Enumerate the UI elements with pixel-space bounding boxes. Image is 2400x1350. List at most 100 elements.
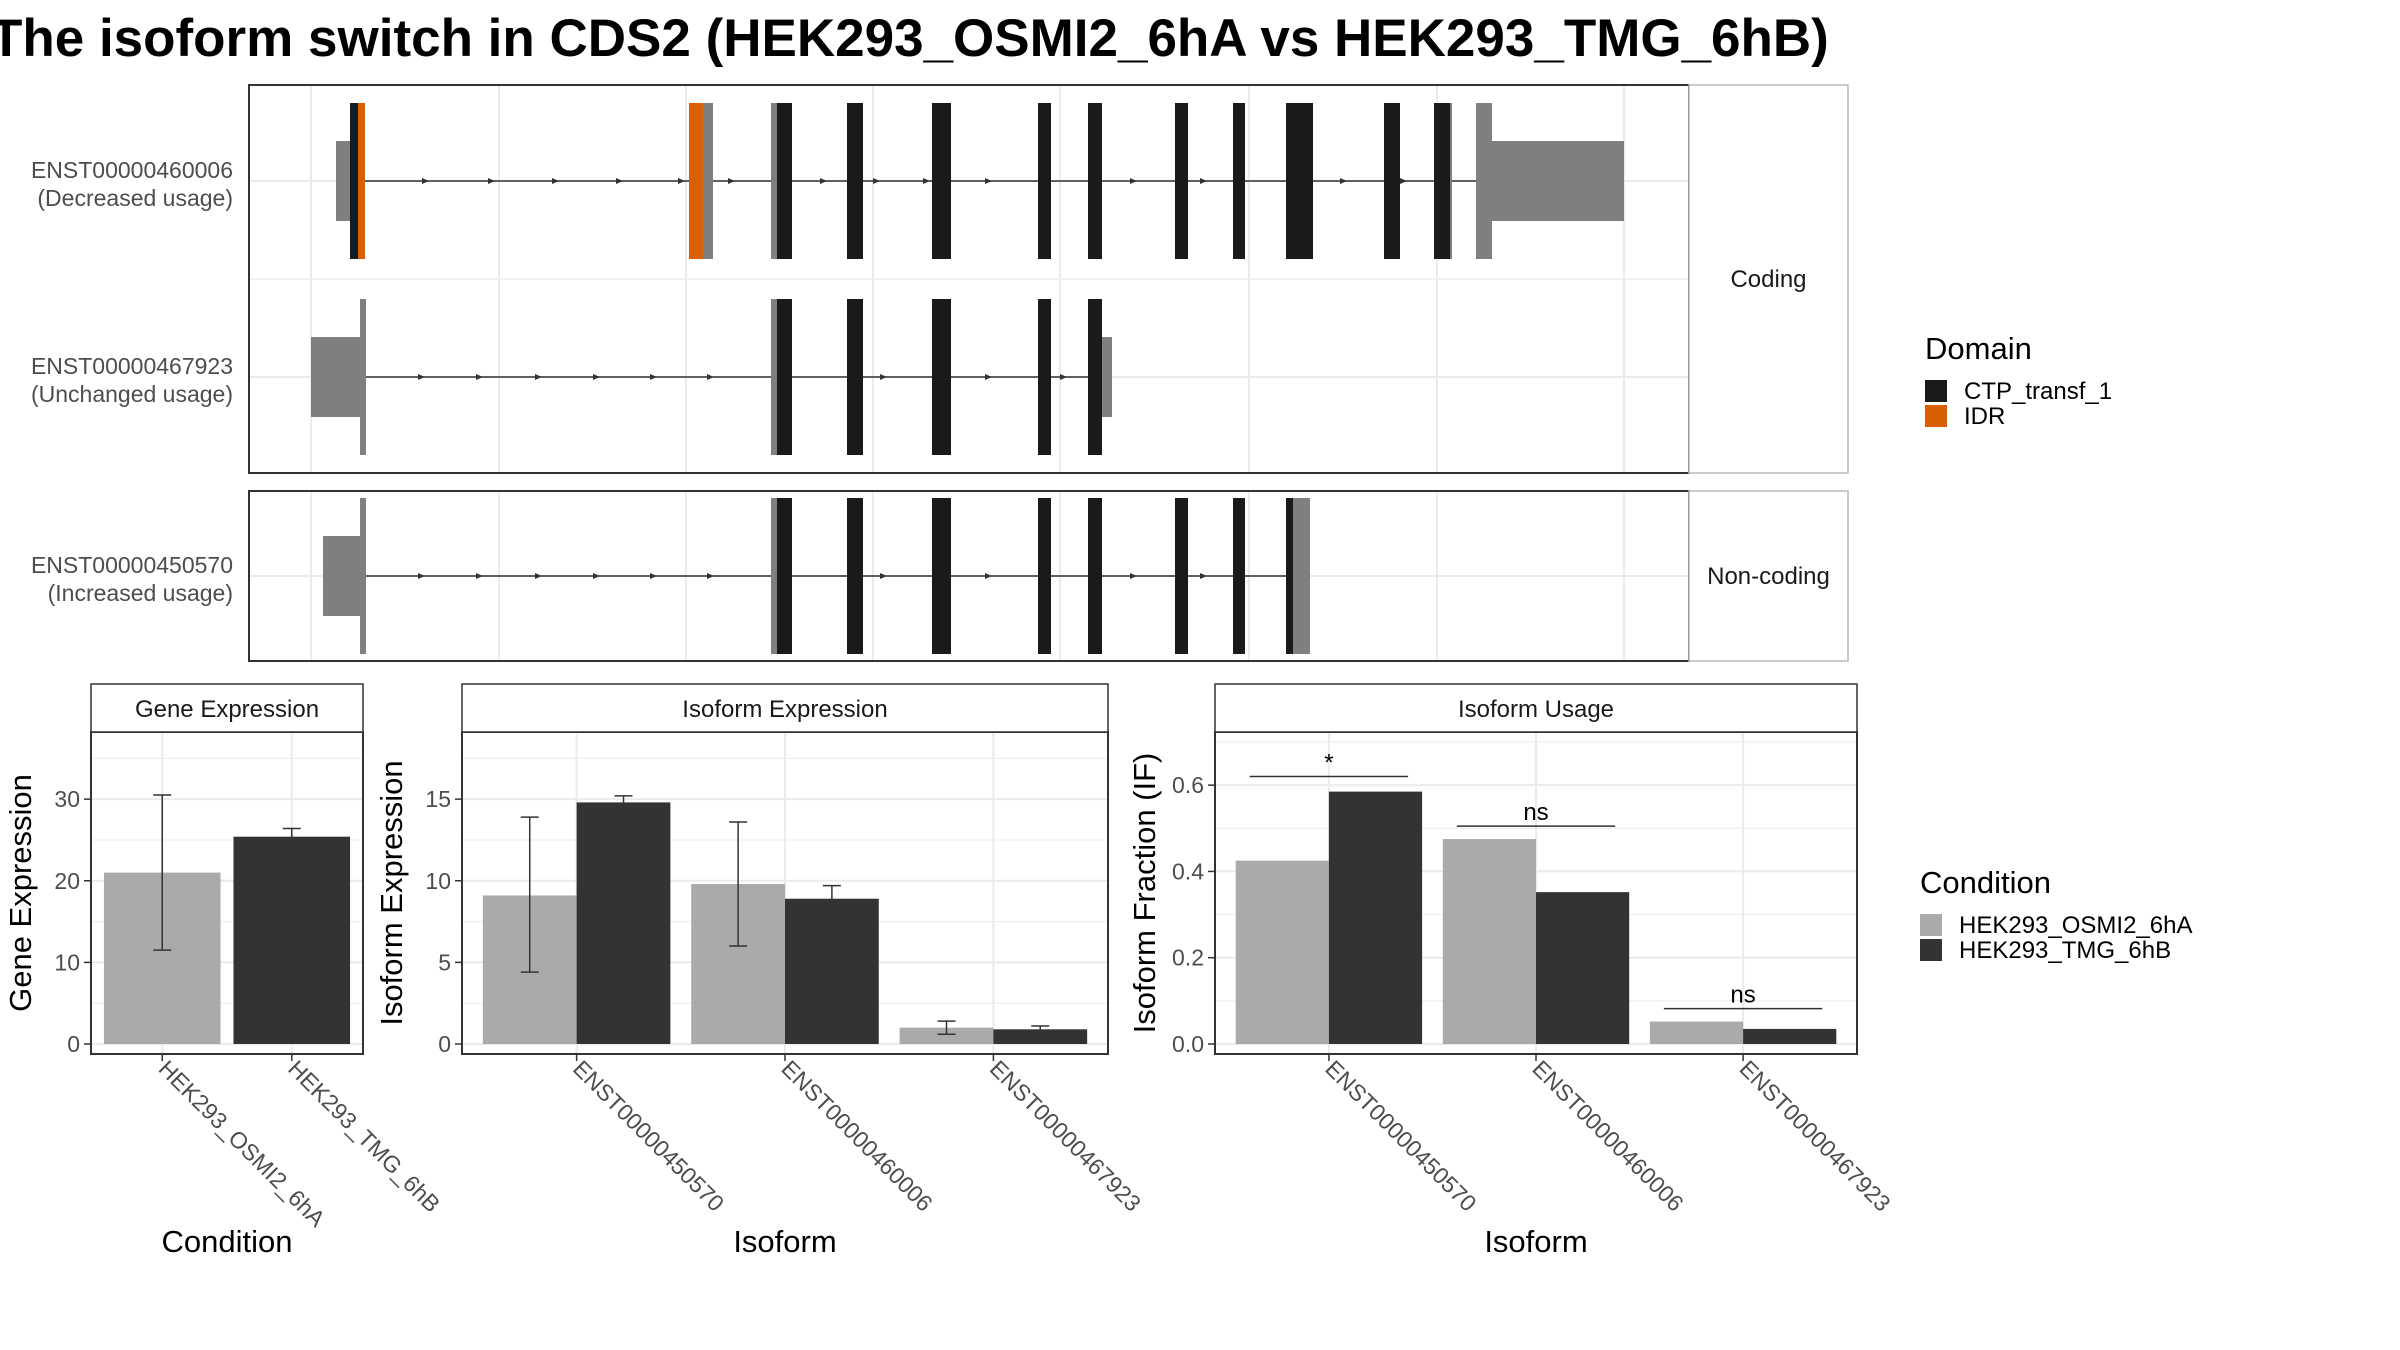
usage-label: (Decreased usage) [37,185,233,211]
strand-arrow-icon [1130,178,1137,184]
x-tick-label: ENST00000460006 [1527,1055,1688,1216]
cds-exon [777,103,792,259]
strand-arrow-icon [476,573,483,579]
strand-arrow-icon [418,374,425,380]
legend-title: Domain [1925,331,2032,366]
cds-exon [1088,103,1102,259]
strand-arrow-icon [880,374,887,380]
utr-exon [1476,103,1492,259]
strand-arrow-icon [678,178,685,184]
transcript-row: ENST00000460006 (Decreased usage) [31,103,1624,259]
cds-exon [1088,498,1102,654]
strand-arrow-icon [616,178,623,184]
y-tick-label: 0.0 [1172,1031,1204,1057]
strand-arrow-icon [1200,573,1207,579]
transcript-id: ENST00000450570 [31,552,233,578]
cds-exon [1038,299,1051,455]
transcript-id: ENST00000460006 [31,157,233,183]
transcript-label: ENST00000460006 (Decreased usage) [31,157,233,211]
strand-arrow-icon [1340,178,1347,184]
y-axis-label: Isoform Fraction (IF) [1127,753,1162,1034]
legend-title: Condition [1920,865,2051,900]
cds-exon [847,103,863,259]
cds-exon [1088,299,1102,455]
legend-label: IDR [1964,403,2005,430]
utr-exon [1102,337,1112,417]
strand-arrow-icon [707,374,714,380]
legend-label: HEK293_TMG_6hB [1959,937,2171,964]
strand-arrow-icon [820,178,827,184]
strand-arrow-icon [728,178,735,184]
strand-arrow-icon [880,573,887,579]
bar [1442,839,1536,1044]
strand-arrow-icon [650,374,657,380]
legend-label: CTP_transf_1 [1964,378,2112,405]
chart-gene-expression: Gene Expression0102030HEK293_OSMI2_6hAHE… [3,683,445,1259]
utr-exon [703,103,713,259]
strand-arrow-icon [552,178,559,184]
chart-isoform-usage: * ns ns Isoform Usage 0.0 0.2 0.4 0.6 ENST000004… [1127,683,1896,1259]
strand-arrow-icon [418,573,425,579]
bar [899,1027,994,1044]
bar [785,898,879,1044]
strand-arrow-icon [1400,178,1407,184]
facet-coding: ENST00000460006 (Decreased usage)ENST0000… [31,84,1849,474]
cds-exon [1286,498,1293,654]
x-tick-label: ENST00000450570 [1320,1055,1481,1216]
facet-strip [90,683,364,733]
y-tick-label: 10 [425,868,451,894]
strand-arrow-icon [985,374,992,380]
legend-label: HEK293_OSMI2_6hA [1959,912,2192,939]
bar [233,836,351,1044]
significance-label: ns [1523,799,1548,826]
transcript-label: ENST00000450570 (Increased usage) [31,552,233,606]
x-tick-label: ENST00000467923 [985,1055,1146,1216]
usage-label: (Increased usage) [48,580,233,606]
y-tick-label: 0.2 [1172,945,1204,971]
y-tick-label: 0 [67,1031,80,1057]
facet-strip [1688,490,1849,662]
facet-non-coding: ENST00000450570 (Increased usage) Non-codi… [31,490,1849,662]
strand-arrow-icon [707,573,714,579]
facet-strip [1214,683,1858,733]
bar [1649,1021,1744,1044]
transcript-id: ENST00000467923 [31,353,233,379]
strand-arrow-icon [1130,573,1137,579]
cds-exon [350,103,358,259]
legend-swatch [1920,914,1942,936]
usage-label: (Unchanged usage) [31,381,233,407]
y-tick-label: 5 [438,949,451,975]
bar-chart-area: Gene Expression0102030HEK293_OSMI2_6hAHE… [3,683,1896,1259]
transcript-row: ENST00000450570 (Increased usage) [31,498,1310,654]
utr-exon [323,536,360,616]
idr-domain-exon [358,103,365,259]
cds-exon [777,299,792,455]
chart-title: Isoform Usage [1458,696,1614,723]
legend-swatch [1920,939,1942,961]
chart-isoform-expression: Isoform Expression 0 5 10 15 ENST00000450570 E… [374,683,1146,1259]
bar [1743,1028,1837,1044]
bar [1328,791,1423,1044]
transcript-structure-panel: ENST00000460006 (Decreased usage)ENST0000… [31,84,1849,662]
transcript-row: ENST00000467923 (Unchanged usage) [31,299,1112,455]
cds-exon [1038,498,1051,654]
x-tick-label: ENST00000467923 [1735,1055,1896,1216]
utr-exon [1450,103,1452,259]
y-tick-label: 20 [54,868,80,894]
strand-arrow-icon [535,573,542,579]
strand-arrow-icon [476,374,483,380]
cds-exon [1175,103,1188,259]
facet-strip-label: Non-coding [1707,563,1830,590]
strand-arrow-icon [650,573,657,579]
utr-exon [771,299,777,455]
strand-arrow-icon [1060,374,1067,380]
y-tick-label: 15 [425,786,451,812]
x-axis-label: Isoform [1484,1224,1587,1259]
strand-arrow-icon [923,178,930,184]
legend-swatch [1925,380,1947,402]
strand-arrow-icon [985,178,992,184]
bar [576,802,671,1044]
strand-arrow-icon [873,178,880,184]
